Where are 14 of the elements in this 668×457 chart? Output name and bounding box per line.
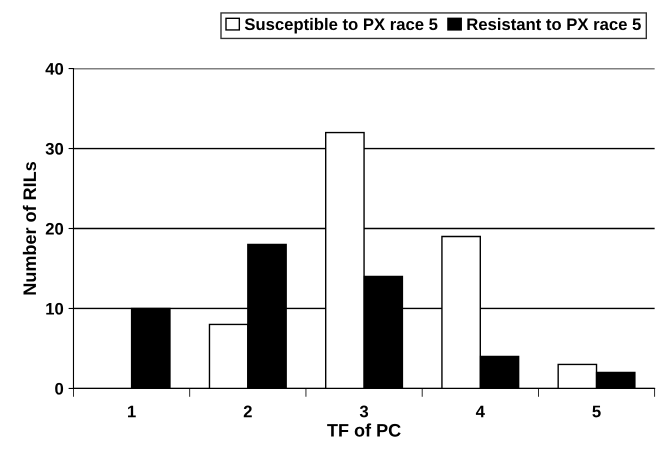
legend-label: Susceptible to PX race 5 — [244, 18, 438, 34]
x-axis-title: TF of PC — [327, 423, 401, 437]
y-tick-label: 20 — [46, 222, 64, 235]
x-tick-label: 1 — [128, 406, 136, 418]
legend-label: Resistant to PX race 5 — [467, 18, 641, 30]
y-tick-label: 10 — [46, 302, 64, 315]
y-tick-label: 30 — [46, 142, 64, 155]
x-tick-label: 3 — [360, 406, 368, 418]
x-tick-label: 2 — [244, 406, 252, 418]
y-tick-label: 0 — [55, 382, 64, 395]
x-tick-label: 5 — [592, 406, 601, 418]
x-tick-label: 4 — [476, 406, 485, 418]
y-axis-title: Number of RILs — [22, 162, 36, 294]
y-tick-label: 40 — [45, 62, 64, 75]
